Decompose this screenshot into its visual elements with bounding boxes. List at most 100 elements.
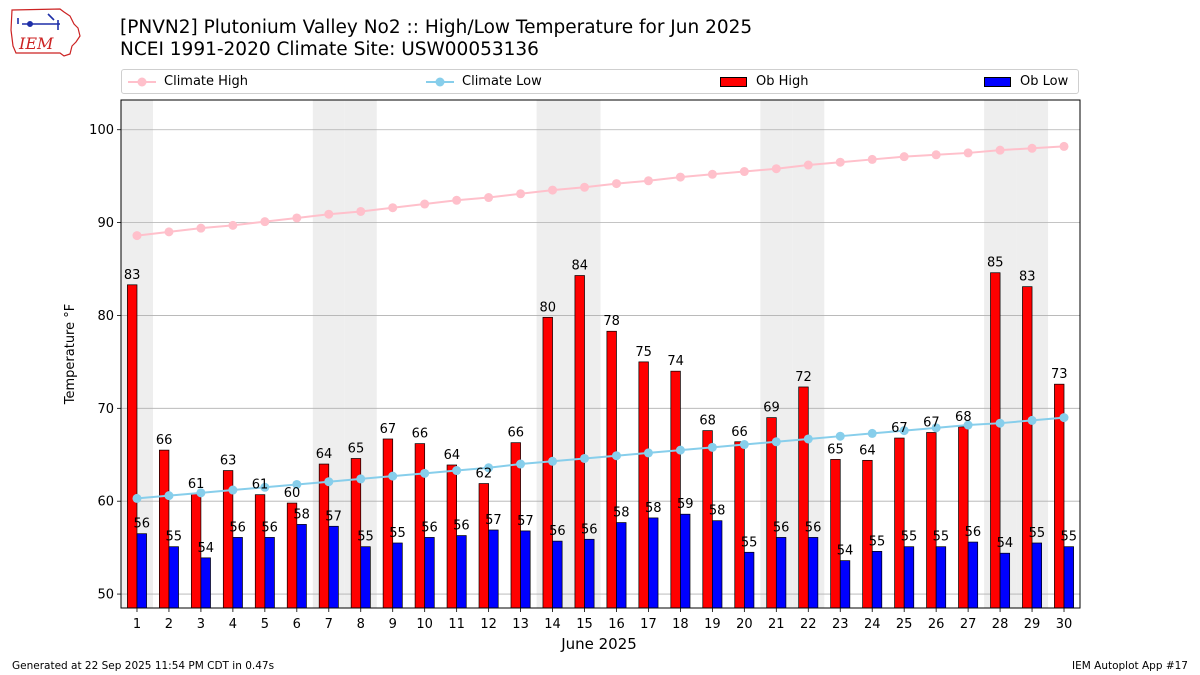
- bar-labels: 83 56 66 55 61 54 63 56 61 56 60 58 64 57 65 55 67 55 66 56…: [124, 256, 1077, 559]
- ob-high-label-17: 75: [635, 345, 652, 360]
- climate-low-point-12: [484, 463, 494, 473]
- ob-low-label-26: 55: [933, 530, 950, 545]
- x-tick-label-14: 14: [544, 617, 561, 632]
- ob-low-label-17: 58: [645, 501, 662, 516]
- x-tick-label-27: 27: [960, 617, 977, 632]
- ob-high-bar-16: [606, 330, 617, 609]
- x-tick-label-28: 28: [992, 617, 1009, 632]
- ob-low-bar-16: [616, 522, 627, 609]
- ob-high-label-8: 65: [348, 441, 365, 456]
- ob-low-label-9: 55: [389, 526, 406, 541]
- climate-low-point-23: [835, 431, 845, 441]
- climate-high-point-13: [516, 189, 526, 199]
- ob-low-label-30: 55: [1061, 530, 1078, 545]
- ob-low-bar-19: [712, 520, 723, 609]
- temperature-chart: 8356665561546356615660586457655567556656…: [63, 99, 1081, 653]
- ob-high-label-2: 66: [156, 433, 173, 448]
- x-tick-label-16: 16: [608, 617, 625, 632]
- ob-low-label-13: 57: [517, 514, 534, 529]
- ob-high-bar-23: [830, 459, 841, 609]
- climate-low-point-24: [867, 428, 877, 438]
- climate-low-point-9: [388, 471, 398, 481]
- ob-high-label-1: 83: [124, 268, 141, 283]
- climate-high-point-30: [1059, 141, 1069, 151]
- ob-low-label-12: 57: [485, 513, 502, 528]
- climate-lines: [132, 141, 1069, 503]
- ob-high-label-27: 68: [955, 410, 972, 425]
- ob-high-label-28: 85: [987, 256, 1004, 271]
- ob-low-label-24: 55: [869, 534, 886, 549]
- y-tick-label-100: 100: [89, 123, 114, 138]
- climate-high-point-27: [963, 148, 973, 158]
- climate-low-point-26: [931, 423, 941, 433]
- ob-high-label-3: 61: [188, 477, 205, 492]
- ob-low-bar-15: [584, 538, 595, 609]
- ob-low-label-23: 54: [837, 544, 854, 559]
- ob-high-label-13: 66: [508, 426, 525, 441]
- ob-high-bar-29: [1022, 286, 1033, 609]
- climate-low-point-11: [452, 466, 462, 476]
- climate-high-point-12: [484, 193, 494, 203]
- ob-high-label-25: 67: [891, 421, 908, 436]
- ob-high-bar-15: [574, 275, 585, 609]
- climate-high-point-14: [548, 185, 558, 195]
- ob-high-label-16: 78: [603, 314, 620, 329]
- x-tick-label-9: 9: [389, 617, 397, 632]
- ob-low-bar-11: [456, 535, 467, 609]
- iem-logo: IEM: [10, 8, 81, 57]
- ob-low-bar-28: [999, 552, 1011, 609]
- ob-high-bar-18: [670, 370, 681, 609]
- ob-high-label-15: 84: [571, 259, 588, 274]
- climate-high-point-16: [611, 179, 621, 189]
- ob-low-label-25: 55: [901, 530, 918, 545]
- ob-high-bar-11: [446, 464, 457, 609]
- x-tick-label-26: 26: [928, 617, 945, 632]
- x-tick-label-22: 22: [800, 617, 817, 632]
- ob-high-label-19: 68: [699, 414, 716, 429]
- x-tick-label-18: 18: [672, 617, 689, 632]
- y-tick-label-80: 80: [97, 309, 114, 324]
- ob-high-bar-26: [926, 432, 937, 609]
- x-tick-label-30: 30: [1056, 617, 1073, 632]
- ob-low-bar-9: [392, 542, 403, 609]
- legend-ob-low-label: Ob Low: [1020, 74, 1069, 89]
- climate-high-point-7: [324, 209, 334, 219]
- x-tick-label-15: 15: [576, 617, 593, 632]
- x-axis-label: June 2025: [560, 635, 637, 653]
- ob-low-bar-29: [1031, 542, 1042, 609]
- ob-high-label-6: 60: [284, 486, 301, 501]
- climate-high-point-17: [643, 176, 653, 186]
- title-line-1: [PNVN2] Plutonium Valley No2 :: High/Low…: [120, 17, 753, 38]
- legend-ob-high-label: Ob High: [756, 74, 809, 89]
- ob-low-label-15: 56: [581, 522, 598, 537]
- ob-low-label-27: 56: [965, 525, 982, 540]
- climate-high-point-10: [420, 199, 430, 209]
- ob-low-bar-2: [168, 546, 179, 609]
- climate-low-point-19: [707, 442, 717, 452]
- x-tick-label-29: 29: [1024, 617, 1041, 632]
- ob-low-label-11: 56: [453, 519, 470, 534]
- ob-high-label-10: 66: [412, 427, 429, 442]
- ob-high-label-30: 73: [1051, 367, 1068, 382]
- ob-high-bar-20: [734, 441, 745, 609]
- ob-high-label-14: 80: [539, 300, 556, 315]
- y-axis-label: Temperature °F: [63, 304, 78, 405]
- ob-low-label-28: 54: [997, 536, 1014, 551]
- climate-high-point-24: [867, 154, 877, 164]
- ob-low-bar-3: [200, 557, 211, 609]
- climate-high-point-18: [675, 172, 685, 182]
- ob-low-label-29: 55: [1029, 526, 1046, 541]
- climate-high-point-6: [292, 213, 302, 223]
- ob-low-label-16: 58: [613, 506, 630, 521]
- legend-climate-low-label: Climate Low: [462, 74, 542, 89]
- climate-low-point-10: [420, 468, 430, 478]
- x-tick-label-21: 21: [768, 617, 785, 632]
- ob-high-label-22: 72: [795, 370, 812, 385]
- x-tick-label-25: 25: [896, 617, 913, 632]
- ob-low-label-6: 58: [293, 507, 310, 522]
- y-tick-label-60: 60: [97, 495, 114, 510]
- ob-low-label-8: 55: [357, 530, 374, 545]
- climate-low-point-29: [1027, 415, 1037, 425]
- climate-high-point-23: [835, 157, 845, 167]
- legend-ob-low-swatch: [984, 76, 1011, 87]
